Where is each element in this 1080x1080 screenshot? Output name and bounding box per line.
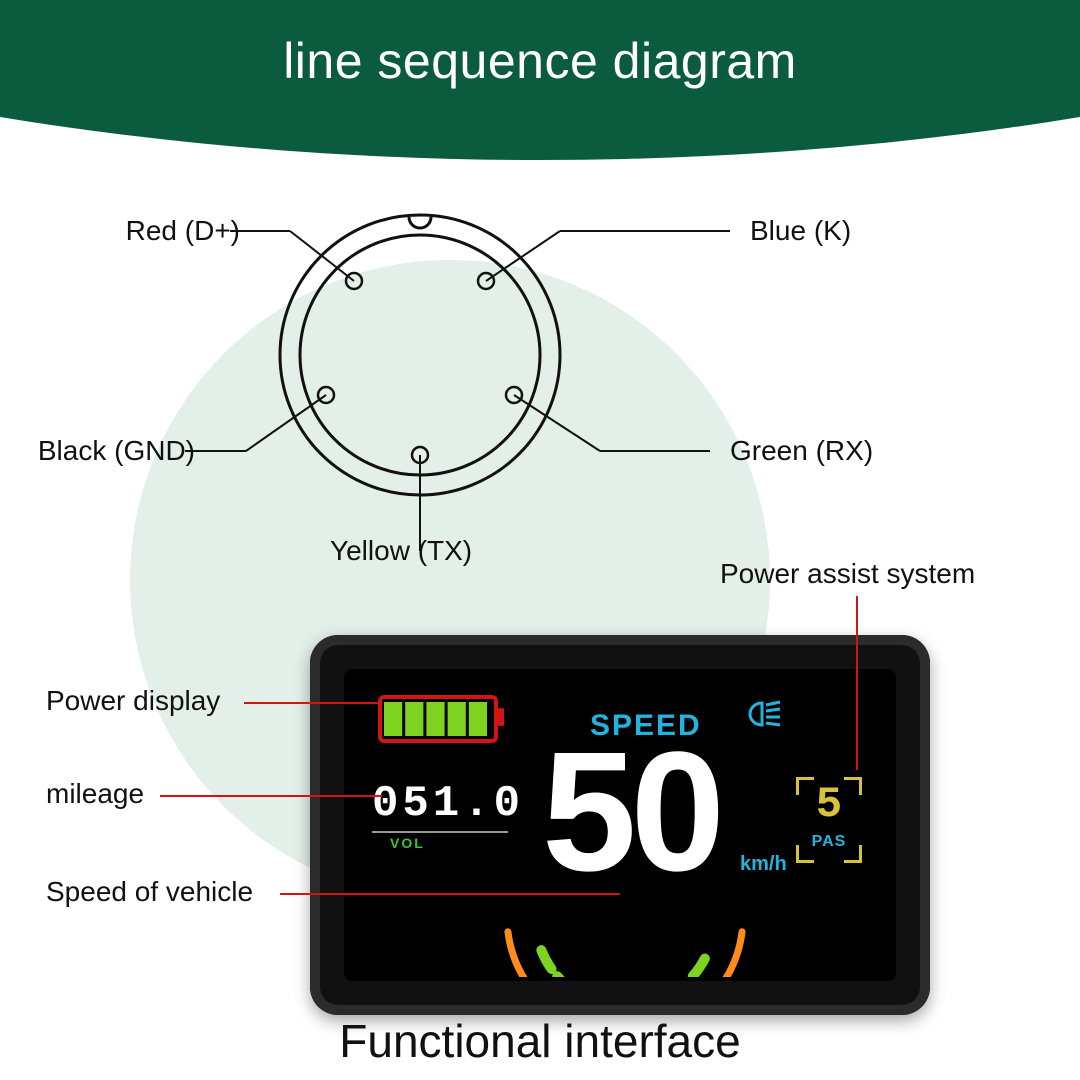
gauge-arc [480,877,770,977]
callout-power-display: Power display [46,685,220,717]
pin-label-yellow: Yellow (TX) [330,535,472,567]
mileage-underline [372,831,508,833]
battery-icon [378,695,508,743]
device-screen: 051.0 VOL SPEED 50 km/h 5 PAS [344,669,896,981]
pas-corners [796,777,862,863]
headlight-icon [744,699,784,729]
pin-label-green: Green (RX) [730,435,873,467]
vol-label: VOL [390,835,425,851]
pin-label-red: Red (D+) [126,215,240,247]
callout-line-mileage [160,795,382,797]
speed-value: 50 [542,727,719,897]
callout-pas: Power assist system [720,558,975,590]
callout-line-pas [856,596,858,770]
callout-line-power-display [244,702,380,704]
page-title: line sequence diagram [283,32,797,90]
callout-speed: Speed of vehicle [46,876,253,908]
connector-diagram: Red (D+) Blue (K) Black (GND) Green (RX) Yel… [0,185,1080,565]
callout-mileage: mileage [46,778,144,810]
pin-label-blue: Blue (K) [750,215,851,247]
mileage-value: 051.0 [372,779,524,829]
pin-label-black: Black (GND) [38,435,195,467]
display-device: 051.0 VOL SPEED 50 km/h 5 PAS [310,635,930,1015]
callout-line-speed [280,893,620,895]
pas-box: 5 PAS [796,777,862,863]
speed-unit: km/h [740,853,787,876]
footer-title: Functional interface [339,1014,740,1068]
